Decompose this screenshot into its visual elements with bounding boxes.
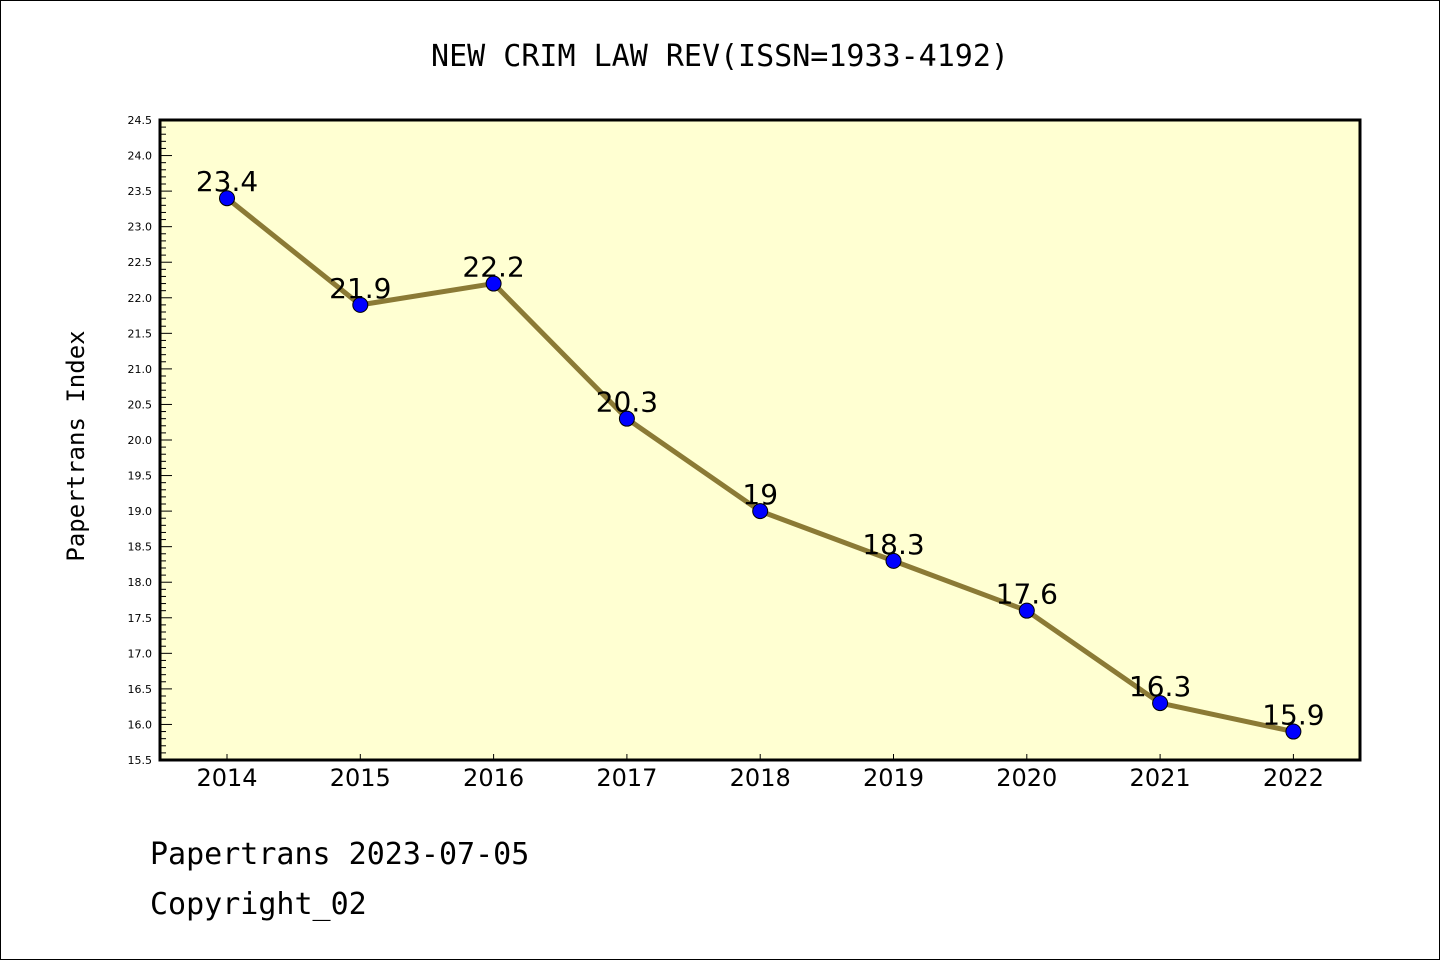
y-tick-label: 19.0: [128, 505, 153, 518]
data-label: 15.9: [1262, 699, 1324, 732]
data-label: 18.3: [862, 528, 924, 561]
data-point: [752, 503, 769, 520]
data-point: [485, 275, 502, 292]
data-label: 20.3: [596, 386, 658, 419]
data-point: [352, 296, 369, 313]
y-tick-label: 16.0: [128, 718, 153, 731]
y-tick-label: 17.0: [128, 647, 153, 660]
data-label: 22.2: [462, 251, 524, 284]
data-label: 23.4: [196, 165, 258, 198]
y-tick-label: 24.0: [128, 150, 153, 163]
x-tick-label: 2019: [863, 764, 924, 792]
data-point: [219, 190, 235, 207]
x-tick-label: 2021: [1130, 764, 1191, 792]
x-tick-label: 2020: [996, 764, 1057, 792]
data-point: [1285, 723, 1302, 740]
x-tick-label: 2017: [596, 764, 657, 792]
y-tick-label: 22.0: [128, 292, 153, 305]
footer-copyright: Copyright_02: [150, 887, 367, 922]
data-label: 17.6: [996, 578, 1058, 611]
footer-date: Papertrans 2023-07-05: [150, 837, 529, 872]
data-label: 19: [742, 478, 778, 511]
y-tick-label: 21.5: [128, 327, 153, 340]
y-tick-label: 20.5: [128, 398, 153, 411]
x-tick-label: 2014: [196, 764, 257, 792]
x-tick-label: 2016: [463, 764, 524, 792]
y-tick-label: 18.0: [128, 576, 153, 589]
plot-border: [158, 118, 1362, 762]
plot-area: [160, 120, 1360, 760]
y-tick-label: 20.0: [128, 434, 153, 447]
y-tick-label: 22.5: [128, 256, 153, 269]
series-papertrans-index: [219, 190, 1302, 740]
y-axis: 15.5 16.0 16.5 17.0 17.5 18.0 18.5 19.0 19.5 20.0…: [128, 114, 172, 767]
y-axis-label: Papertrans Index: [62, 330, 90, 561]
y-tick-label: 24.5: [128, 114, 153, 127]
data-point: [618, 410, 635, 427]
data-point: [885, 552, 902, 569]
x-tick-label: 2018: [730, 764, 791, 792]
chart-title: NEW CRIM LAW REV(ISSN=1933-4192): [431, 39, 1009, 74]
x-tick-label: 2022: [1263, 764, 1324, 792]
data-point: [1018, 602, 1035, 619]
y-tick-label: 18.5: [128, 541, 153, 554]
y-tick-label: 23.5: [128, 185, 153, 198]
x-axis: 2014 2015 2016 2017 2018 2019 2020 2021 2022: [196, 754, 1324, 792]
data-label: 16.3: [1129, 670, 1191, 703]
y-tick-label: 19.5: [128, 470, 153, 483]
y-tick-label: 21.0: [128, 363, 153, 376]
y-tick-label: 17.5: [128, 612, 153, 625]
y-tick-label: 15.5: [128, 754, 153, 767]
data-point: [1152, 695, 1169, 712]
x-tick-label: 2015: [330, 764, 391, 792]
data-label: 21.9: [329, 272, 391, 305]
data-labels: 23.4 21.9 22.2 20.3 19 18.3 17.6 16.3 15.9: [196, 165, 1325, 731]
y-tick-label: 16.5: [128, 683, 153, 696]
y-tick-label: 23.0: [128, 221, 153, 234]
